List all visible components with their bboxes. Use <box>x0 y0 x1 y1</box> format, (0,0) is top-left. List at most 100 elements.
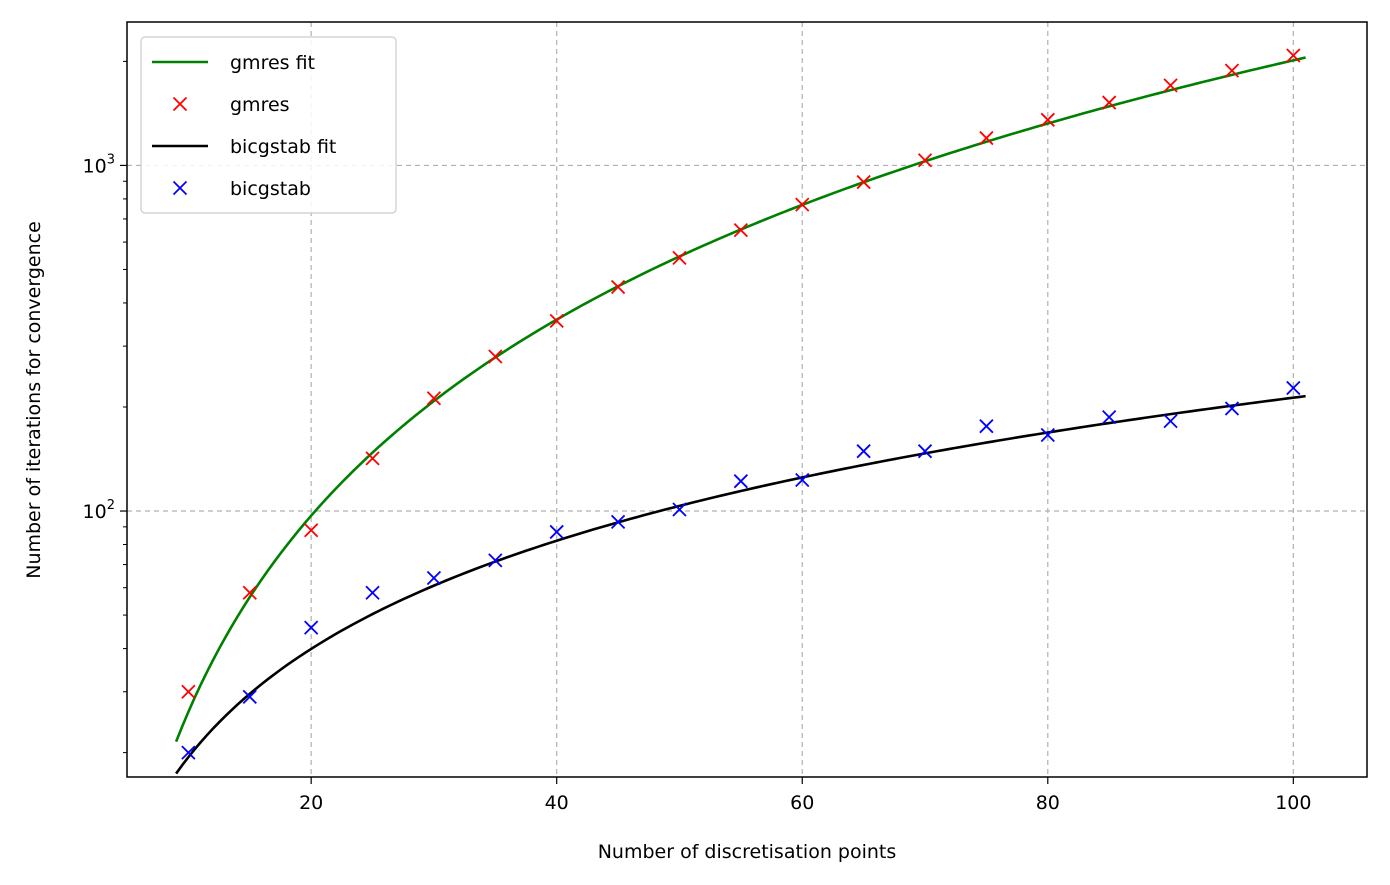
data-point <box>1286 380 1301 396</box>
marker-stroke <box>672 502 687 517</box>
marker-stroke <box>549 313 564 329</box>
marker-stroke <box>1040 112 1055 127</box>
x-tick-label: 80 <box>1036 792 1060 814</box>
marker-stroke <box>488 349 503 364</box>
marker-stroke <box>610 514 626 530</box>
marker-stroke <box>172 96 188 112</box>
data-point <box>426 570 442 586</box>
data-point <box>979 130 994 146</box>
marker-stroke <box>1224 401 1240 416</box>
data-point <box>1224 401 1240 416</box>
data-point <box>1163 78 1178 93</box>
marker-stroke <box>917 153 933 168</box>
data-point <box>488 553 503 568</box>
legend-box <box>140 36 397 214</box>
marker-stroke <box>733 474 748 489</box>
marker-stroke <box>549 524 564 540</box>
data-point <box>549 313 564 329</box>
legend-label: bicgstab fit <box>230 136 336 158</box>
legend-entry: gmres fit <box>152 52 315 74</box>
x-tick-label: 20 <box>299 792 323 814</box>
marker-stroke <box>610 279 626 295</box>
marker-stroke <box>979 419 994 434</box>
data-point <box>426 391 442 406</box>
marker-stroke <box>242 585 257 600</box>
data-point <box>917 444 933 459</box>
marker-stroke <box>181 684 196 699</box>
data-point <box>488 349 503 364</box>
fit-line <box>175 394 1306 775</box>
marker-stroke <box>488 553 503 568</box>
x-tick-label: 100 <box>1275 792 1311 814</box>
marker-stroke <box>426 391 442 406</box>
data-point <box>304 523 319 538</box>
data-point <box>242 585 257 600</box>
x-tick-label: 60 <box>790 792 814 814</box>
data-point <box>365 451 380 466</box>
marker-stroke <box>733 222 748 238</box>
data-point <box>1224 63 1240 78</box>
marker-stroke <box>365 585 380 600</box>
data-point <box>1163 414 1178 429</box>
legend-entry: bicgstab fit <box>152 136 336 158</box>
marker-stroke <box>1224 63 1240 78</box>
data-markers <box>181 48 1301 760</box>
legend-marker-swatch <box>172 180 188 196</box>
marker-stroke <box>1040 427 1055 443</box>
marker-stroke <box>1102 95 1117 110</box>
marker-stroke <box>672 250 687 266</box>
marker-stroke <box>172 180 188 196</box>
marker-stroke <box>1163 414 1178 429</box>
marker-stroke <box>979 130 994 146</box>
marker-stroke <box>365 451 380 466</box>
data-point <box>917 153 933 168</box>
legend-label: gmres fit <box>230 52 315 74</box>
data-point <box>795 197 810 212</box>
marker-stroke <box>242 689 257 704</box>
marker-stroke <box>795 472 810 488</box>
x-axis-label: Number of discretisation points <box>598 841 897 863</box>
data-point <box>672 502 687 517</box>
legend-label: gmres <box>230 94 290 116</box>
plot-frame <box>126 21 1368 778</box>
x-tick-label: 40 <box>545 792 569 814</box>
data-point <box>1286 48 1301 63</box>
marker-stroke <box>181 745 196 760</box>
marker-stroke <box>917 444 933 459</box>
legend-marker-swatch <box>172 96 188 112</box>
data-point <box>1102 409 1117 425</box>
marker-stroke <box>426 570 442 586</box>
marker-stroke <box>1102 409 1117 425</box>
data-point <box>856 444 871 459</box>
legend-entry: gmres <box>172 94 290 116</box>
marker-stroke <box>1286 48 1301 63</box>
marker-stroke <box>856 444 871 459</box>
data-point <box>1040 427 1055 443</box>
data-point <box>1040 112 1055 127</box>
data-point <box>181 684 196 699</box>
y-tick-label: 103 <box>83 152 115 177</box>
data-point <box>610 514 626 530</box>
data-point <box>304 620 319 635</box>
y-tick-label: 102 <box>83 498 115 523</box>
data-point <box>549 524 564 540</box>
data-point <box>365 585 380 600</box>
data-point <box>1102 95 1117 110</box>
data-point <box>979 419 994 434</box>
data-point <box>795 472 810 488</box>
data-point <box>672 250 687 266</box>
data-point <box>242 689 257 704</box>
legend-entry: bicgstab <box>172 178 311 200</box>
marker-stroke <box>1286 380 1301 396</box>
legend-label: bicgstab <box>230 178 311 200</box>
marker-stroke <box>795 197 810 212</box>
x-axis-ticks: 20 40 60 80 100 <box>299 777 1311 814</box>
marker-stroke <box>856 174 871 190</box>
marker-stroke <box>304 620 319 635</box>
marker-stroke <box>304 523 319 538</box>
y-axis-label: Number of iterations for convergence <box>23 221 45 579</box>
y-axis-ticks: 102 103 <box>83 60 127 754</box>
data-point <box>733 222 748 238</box>
data-point <box>733 474 748 489</box>
